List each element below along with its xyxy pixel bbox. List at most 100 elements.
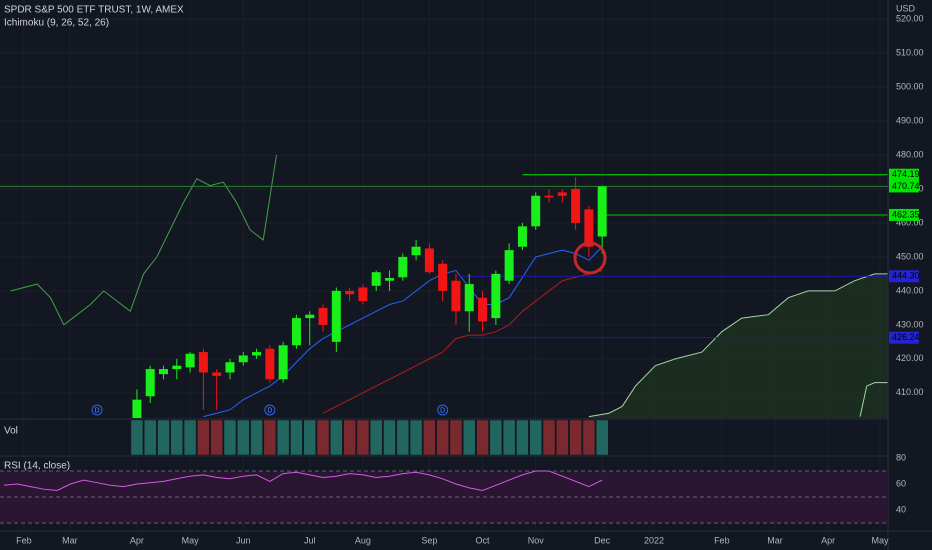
- candle-body: [212, 372, 222, 376]
- indicator-line: [859, 382, 888, 417]
- volume-bar: [463, 419, 476, 456]
- candle-body: [238, 355, 248, 363]
- volume-bar: [423, 419, 436, 456]
- candle-body: [198, 352, 208, 373]
- dividend-marker: [437, 404, 449, 416]
- indicator-line: [588, 273, 888, 418]
- volume-bar: [409, 419, 423, 456]
- volume-bar: [542, 419, 556, 456]
- level-label-bg: [889, 168, 919, 181]
- x-tick-label: Aug: [355, 535, 371, 545]
- candle-body: [424, 248, 434, 273]
- volume-bar: [343, 419, 356, 456]
- dividend-marker: [264, 404, 276, 416]
- volume-bar: [263, 419, 277, 456]
- y-tick-label: 430.00: [896, 319, 924, 329]
- candle-body: [291, 318, 301, 346]
- candle-body: [172, 365, 182, 370]
- volume-bar: [170, 419, 184, 456]
- rsi-line: [3, 470, 603, 492]
- y-tick-label: 520.00: [896, 13, 924, 23]
- candle-body: [438, 263, 448, 291]
- candle-body: [185, 353, 195, 368]
- candle-body: [398, 256, 408, 278]
- x-tick-label: 2022: [644, 535, 664, 545]
- volume-bar: [356, 419, 370, 456]
- x-tick-label: Dec: [594, 535, 611, 545]
- volume-bar: [369, 419, 383, 456]
- candle-body: [478, 297, 488, 322]
- level-label-bg: [889, 180, 919, 193]
- y-tick-label: 410.00: [896, 387, 924, 397]
- volume-bar: [449, 419, 463, 456]
- volume-bar: [130, 419, 144, 456]
- candle-body: [159, 369, 169, 375]
- volume-bar: [316, 419, 330, 456]
- volume-bar: [396, 419, 410, 456]
- volume-bar: [237, 419, 250, 456]
- volume-label: Vol: [4, 426, 18, 437]
- level-label-bg: [889, 270, 919, 283]
- rsi-tick-label: 80: [896, 452, 906, 462]
- volume-bar: [383, 419, 396, 456]
- volume-bar: [582, 419, 596, 456]
- x-tick-label: Mar: [767, 535, 783, 545]
- candle-body: [305, 314, 315, 319]
- y-tick-label: 480.00: [896, 149, 924, 159]
- volume-bar: [250, 419, 263, 456]
- candle-body: [265, 348, 275, 380]
- y-tick-label: 510.00: [896, 47, 924, 57]
- dividend-marker-label: D: [95, 407, 100, 414]
- volume-bar: [157, 419, 170, 456]
- x-tick-label: Feb: [714, 535, 730, 545]
- candle-body: [411, 246, 421, 256]
- level-label-bg: [889, 208, 919, 221]
- volume-bar: [303, 419, 316, 456]
- candle-body: [571, 188, 581, 223]
- rsi-tick-label: 40: [896, 504, 906, 514]
- indicator-label: Ichimoku (9, 26, 52, 26): [4, 18, 109, 29]
- level-label-bg: [889, 331, 919, 344]
- volume-bar: [143, 419, 157, 456]
- volume-bar: [489, 419, 503, 456]
- y-tick-label: 460.00: [896, 217, 924, 227]
- x-tick-label: Nov: [528, 535, 545, 545]
- volume-bar: [436, 419, 449, 456]
- volume-bar: [476, 419, 489, 456]
- candle-body: [544, 195, 554, 198]
- x-tick-label: Jul: [304, 535, 316, 545]
- level-label: 474.19: [892, 169, 920, 179]
- volume-bar: [516, 419, 529, 456]
- y-tick-label: 440.00: [896, 285, 924, 295]
- highlight-circle: [573, 241, 607, 275]
- volume-bar: [569, 419, 582, 456]
- y-tick-label: 500.00: [896, 81, 924, 91]
- level-label: 470.74: [892, 181, 920, 191]
- candle-body: [451, 280, 461, 312]
- rsi-label: RSI (14, close): [4, 461, 70, 472]
- candle-body: [278, 345, 288, 380]
- x-tick-label: Jun: [236, 535, 251, 545]
- indicator-line: [322, 270, 603, 414]
- y-tick-label: 420.00: [896, 353, 924, 363]
- candle-body: [252, 352, 262, 356]
- x-tick-label: Mar: [62, 535, 78, 545]
- indicator-line: [203, 246, 603, 418]
- volume-bar: [330, 419, 343, 456]
- x-tick-label: Apr: [130, 535, 144, 545]
- currency: USD: [896, 3, 916, 13]
- candle-body: [504, 250, 514, 281]
- volume-bar: [595, 419, 609, 456]
- volume-bar: [183, 419, 197, 456]
- candle-body: [464, 284, 474, 312]
- rsi-tick-label: 60: [896, 478, 906, 488]
- volume-bar: [210, 419, 223, 456]
- dividend-marker-label: D: [267, 407, 272, 414]
- x-tick-label: Sep: [421, 535, 437, 545]
- candle-body: [225, 362, 235, 373]
- candle-body: [491, 273, 501, 319]
- x-tick-label: May: [182, 535, 200, 545]
- axes: Feb Mar Apr May Jun Jul Aug Sep Oct Nov Dec 2022 Feb…: [16, 13, 923, 545]
- volume-bar: [556, 419, 569, 456]
